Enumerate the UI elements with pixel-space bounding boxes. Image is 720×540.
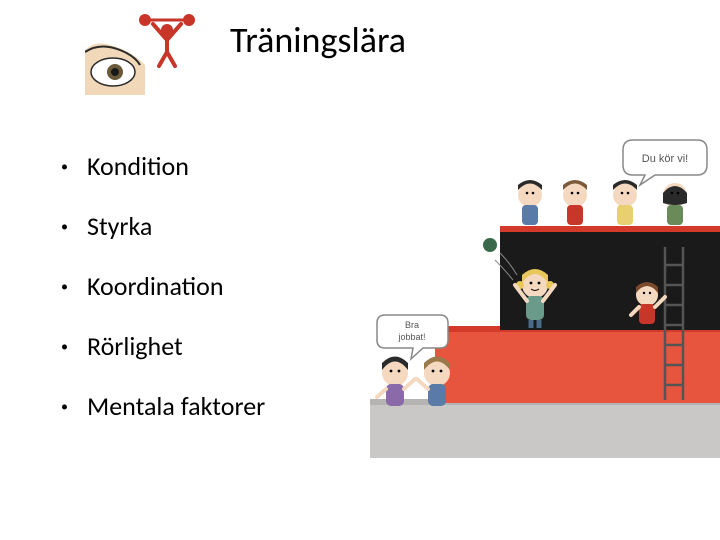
- kid-bottom-2: [417, 357, 450, 407]
- kid-bottom-1: [377, 357, 415, 407]
- bullet-item: Mentala faktorer: [55, 390, 265, 422]
- slide-title: Träningslära: [230, 18, 406, 62]
- bullet-label: Koordination: [87, 270, 224, 302]
- bullet-item: Rörlighet: [55, 330, 265, 362]
- bullet-item: Koordination: [55, 270, 265, 302]
- bullet-item: Kondition: [55, 150, 265, 182]
- kids-top-row: [518, 180, 687, 225]
- podium-illustration: Du kör vi!: [365, 135, 720, 465]
- speech-bubble-top: Du kör vi!: [623, 140, 707, 185]
- training-figure-icon: [85, 10, 205, 95]
- header-illustration: [85, 10, 205, 95]
- bullet-label: Mentala faktorer: [87, 390, 265, 422]
- children-podium-illustration: Du kör vi!: [365, 135, 720, 465]
- bullet-label: Styrka: [87, 210, 152, 242]
- speech-top-text: Du kör vi!: [642, 153, 688, 165]
- bullet-item: Styrka: [55, 210, 265, 242]
- bullet-list: Kondition Styrka Koordination Rörlighet …: [55, 150, 265, 450]
- slide: Träningslära Kondition Styrka Koordinati…: [0, 0, 720, 540]
- bullet-label: Rörlighet: [87, 330, 183, 362]
- bullet-label: Kondition: [87, 150, 189, 182]
- svg-text:jobbat!: jobbat!: [397, 332, 425, 342]
- svg-text:Bra: Bra: [405, 320, 419, 330]
